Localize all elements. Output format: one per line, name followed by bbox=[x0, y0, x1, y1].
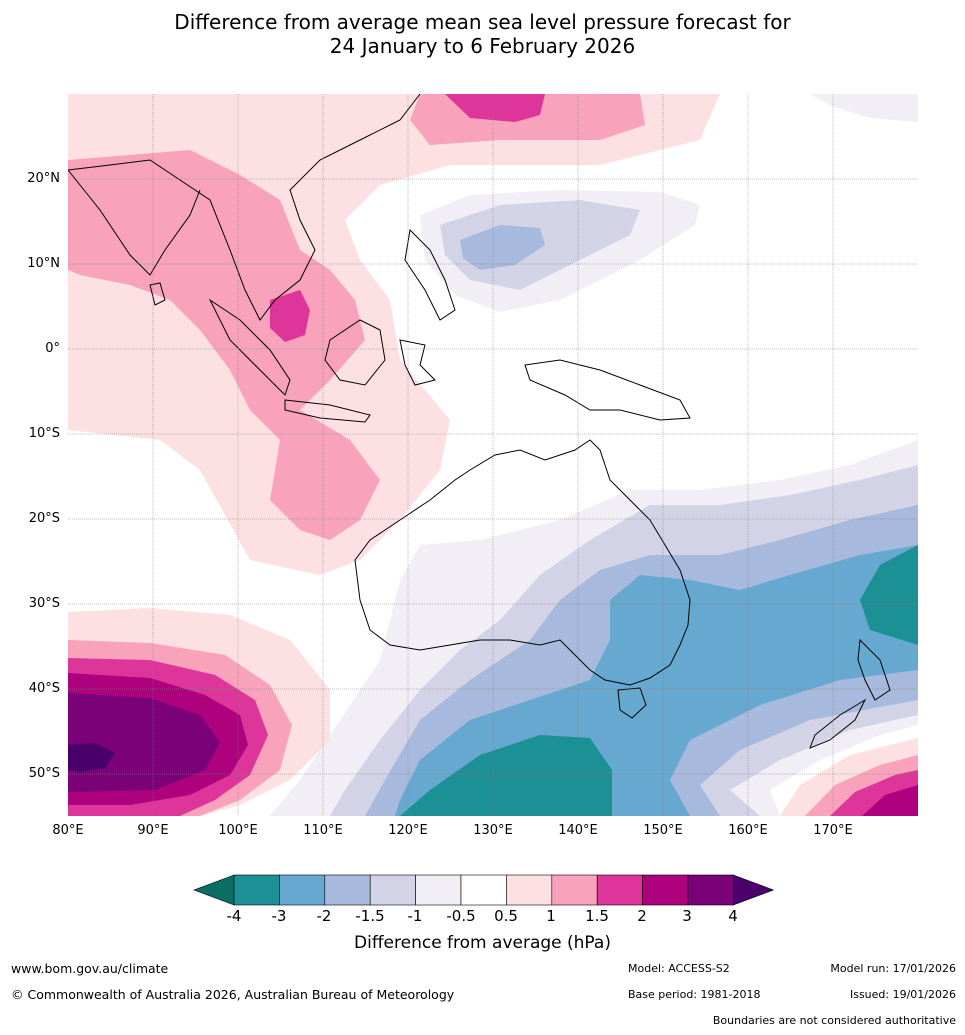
sri-lanka-coast bbox=[149, 282, 166, 306]
lon-label-170e: 170°E bbox=[813, 823, 853, 838]
borneo-coast bbox=[324, 319, 386, 386]
contour-negative-3b bbox=[400, 735, 612, 816]
new-zealand-north bbox=[857, 638, 891, 701]
india-coast bbox=[68, 169, 201, 276]
model-name: Model: ACCESS-S2 bbox=[628, 962, 730, 975]
new-guinea-coast bbox=[524, 359, 691, 421]
contour-positive-1.5b bbox=[445, 94, 545, 122]
java-coast bbox=[284, 399, 371, 423]
colorbar-tick: 2 bbox=[637, 907, 647, 925]
colorbar bbox=[193, 874, 775, 906]
lat-label-50s: 50°S bbox=[28, 766, 60, 781]
lon-label-150e: 150°E bbox=[643, 823, 683, 838]
site-link[interactable]: www.bom.gov.au/climate bbox=[11, 961, 169, 976]
sumatra-coast bbox=[208, 298, 291, 396]
contour-positive-2-se bbox=[862, 785, 918, 816]
colorbar-tick: -4 bbox=[226, 907, 242, 925]
issued-date: Issued: 19/01/2026 bbox=[849, 988, 956, 1001]
colorbar-tick: -2 bbox=[316, 907, 332, 925]
colorbar-swatch bbox=[233, 874, 280, 906]
boundary-disclaimer: Boundaries are not considered authoritat… bbox=[712, 1014, 956, 1027]
colorbar-tick: 0.5 bbox=[494, 907, 518, 925]
lon-label-110e: 110°E bbox=[303, 823, 343, 838]
coastlines bbox=[68, 94, 891, 749]
title-line-1: Difference from average mean sea level p… bbox=[174, 10, 791, 34]
colorbar-tick: -0.5 bbox=[446, 907, 476, 925]
lat-label-20s: 20°S bbox=[28, 511, 60, 526]
lon-label-140e: 140°E bbox=[558, 823, 598, 838]
colorbar-swatch bbox=[551, 874, 598, 906]
model-run: Model run: 17/01/2026 bbox=[830, 962, 956, 975]
colorbar-tick: 3 bbox=[682, 907, 692, 925]
lon-label-100e: 100°E bbox=[218, 823, 258, 838]
graticule bbox=[68, 94, 918, 816]
contour-negative-3 bbox=[860, 545, 918, 645]
lat-label-0: 0° bbox=[45, 341, 60, 356]
colorbar-extend-low bbox=[193, 874, 235, 906]
lon-label-120e: 120°E bbox=[388, 823, 428, 838]
tasmania-coast bbox=[617, 687, 647, 719]
contour-positive-1 bbox=[68, 150, 380, 540]
lon-label-90e: 90°E bbox=[137, 823, 169, 838]
colorbar-title: Difference from average (hPa) bbox=[354, 933, 611, 953]
title-line-2: 24 January to 6 February 2026 bbox=[329, 34, 636, 58]
asia-mainland-coast bbox=[68, 94, 421, 321]
new-zealand-south bbox=[809, 698, 867, 749]
colorbar-swatch bbox=[415, 874, 462, 906]
map-field bbox=[68, 94, 918, 816]
colorbar-swatch bbox=[460, 874, 507, 906]
contour-negative-0.5b bbox=[810, 94, 918, 122]
colorbar-extend-high bbox=[733, 874, 775, 906]
contour-positive-4-sw bbox=[68, 743, 115, 772]
lon-label-130e: 130°E bbox=[473, 823, 513, 838]
map-title: Difference from average mean sea level p… bbox=[0, 10, 965, 58]
contour-positive-1.5 bbox=[270, 290, 310, 342]
lon-label-80e: 80°E bbox=[52, 823, 84, 838]
contour-negative-1.5a bbox=[460, 225, 545, 270]
colorbar-swatch bbox=[687, 874, 734, 906]
colorbar-swatch bbox=[596, 874, 643, 906]
lat-label-20n: 20°N bbox=[27, 171, 60, 186]
colorbar-tick: 1 bbox=[546, 907, 556, 925]
colorbar-tick: 1.5 bbox=[585, 907, 609, 925]
contour-positive-3-sw bbox=[68, 693, 220, 792]
sulawesi-coast bbox=[399, 339, 436, 386]
colorbar-swatch bbox=[324, 874, 371, 906]
philippines-coast bbox=[404, 228, 456, 321]
colorbar-tick: 4 bbox=[728, 907, 738, 925]
lat-label-30s: 30°S bbox=[28, 596, 60, 611]
copyright: © Commonwealth of Australia 2026, Austra… bbox=[11, 987, 455, 1002]
colorbar-tick: -1.5 bbox=[355, 907, 385, 925]
colorbar-swatch bbox=[369, 874, 416, 906]
colorbar-tick: -3 bbox=[271, 907, 287, 925]
base-period: Base period: 1981-2018 bbox=[628, 988, 761, 1001]
australia-coast bbox=[354, 439, 691, 686]
colorbar-swatch bbox=[279, 874, 326, 906]
lat-label-10n: 10°N bbox=[27, 256, 60, 271]
colorbar-tick: -1 bbox=[407, 907, 423, 925]
colorbar-swatch bbox=[506, 874, 553, 906]
lat-label-10s: 10°S bbox=[28, 426, 60, 441]
lon-label-160e: 160°E bbox=[728, 823, 768, 838]
colorbar-swatch bbox=[642, 874, 689, 906]
lat-label-40s: 40°S bbox=[28, 681, 60, 696]
